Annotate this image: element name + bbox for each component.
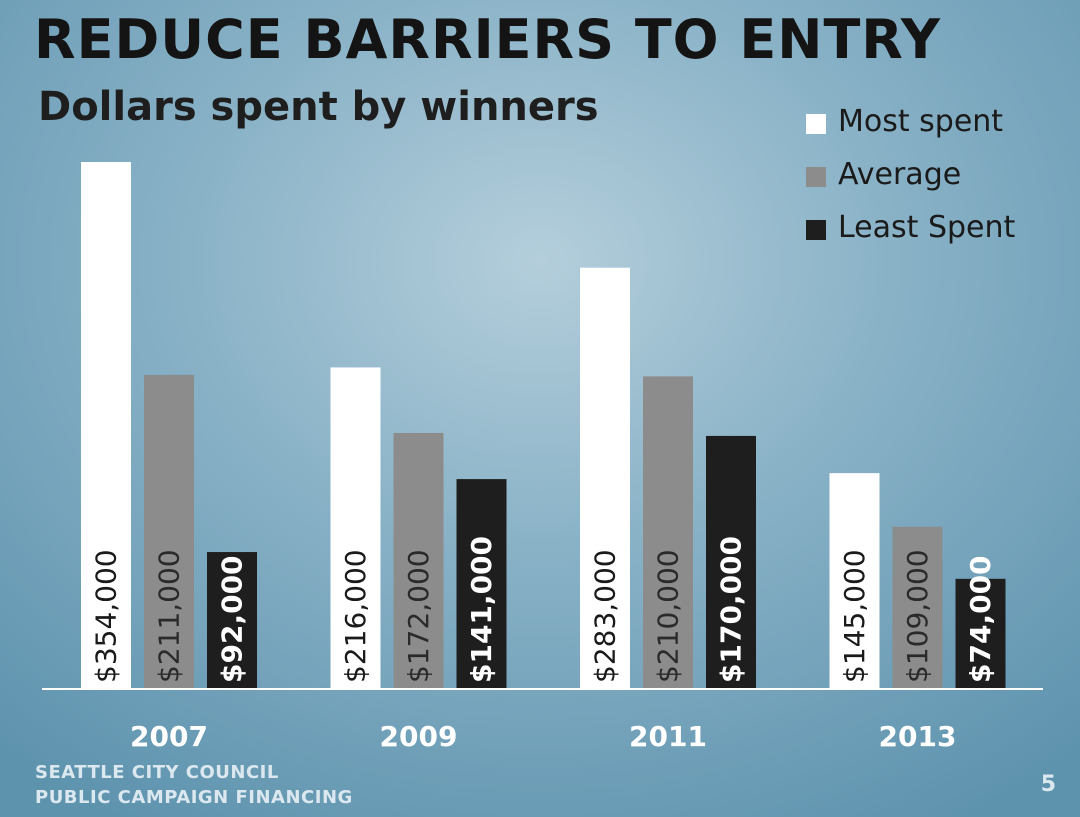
bar-most-spent-2013 <box>829 473 880 689</box>
data-label-most-spent-2007: $354,000 <box>90 549 123 683</box>
bar-most-spent-2009 <box>330 367 381 689</box>
data-label-least-spent-2007: $92,000 <box>216 555 249 683</box>
x-tick-label-2011: 2011 <box>629 720 707 753</box>
bar-average-2013 <box>892 526 943 689</box>
bar-most-spent-2007 <box>81 162 131 689</box>
chart-title: Dollars spent by winners <box>38 84 599 130</box>
bar-least-spent-2013 <box>955 578 1006 689</box>
page-number: 5 <box>1040 772 1056 797</box>
bar-average-2007 <box>144 374 194 689</box>
data-label-average-2013: $109,000 <box>901 549 934 683</box>
bar-average-2011 <box>643 376 693 689</box>
x-tick-label-2009: 2009 <box>380 720 458 753</box>
data-label-least-spent-2011: $170,000 <box>715 536 748 683</box>
data-label-average-2009: $172,000 <box>402 549 435 683</box>
bar-least-spent-2009 <box>456 479 507 689</box>
legend-label-average: Average <box>838 157 962 192</box>
data-label-least-spent-2013: $74,000 <box>964 555 997 683</box>
data-label-most-spent-2011: $283,000 <box>589 549 622 683</box>
bar-least-spent-2007 <box>207 552 257 689</box>
data-label-most-spent-2013: $145,000 <box>838 549 871 683</box>
data-label-average-2007: $211,000 <box>153 549 186 683</box>
footer-line-organization: SEATTLE CITY COUNCIL <box>35 762 279 783</box>
legend-label-most-spent: Most spent <box>838 104 1004 139</box>
slide-title: REDUCE BARRIERS TO ENTRY <box>34 8 942 71</box>
legend-swatch-average <box>806 167 826 187</box>
bar-most-spent-2011 <box>580 267 630 689</box>
x-tick-label-2013: 2013 <box>879 720 957 753</box>
data-label-least-spent-2009: $141,000 <box>465 536 498 683</box>
legend-swatch-most-spent <box>806 114 826 134</box>
data-label-most-spent-2009: $216,000 <box>339 549 372 683</box>
legend-label-least-spent: Least Spent <box>838 210 1016 245</box>
footer-line-program: PUBLIC CAMPAIGN FINANCING <box>35 787 353 808</box>
x-tick-label-2007: 2007 <box>130 720 208 753</box>
footer: SEATTLE CITY COUNCIL PUBLIC CAMPAIGN FIN… <box>35 760 353 810</box>
bar-average-2009 <box>393 432 444 689</box>
bar-least-spent-2011 <box>706 435 756 689</box>
data-label-average-2011: $210,000 <box>652 549 685 683</box>
legend-swatch-least-spent <box>806 220 826 240</box>
